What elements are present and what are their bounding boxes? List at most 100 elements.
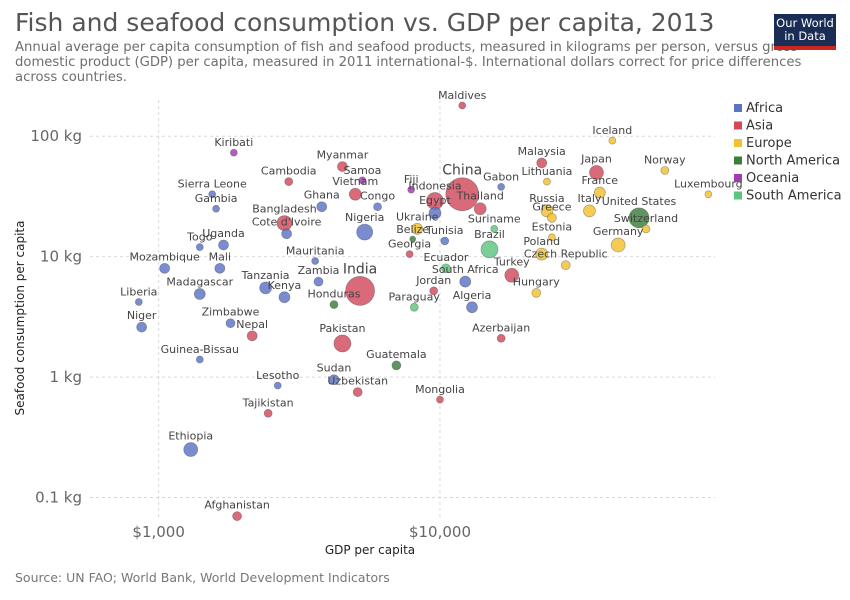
data-point[interactable]: Greece xyxy=(547,213,557,223)
data-point[interactable]: Myanmar xyxy=(337,161,348,172)
data-point[interactable]: Tajikistan xyxy=(263,408,273,418)
data-point[interactable]: Nepal xyxy=(246,330,258,342)
data-point[interactable]: Germany xyxy=(610,237,626,253)
data-point[interactable]: Cote d'Ivoire xyxy=(281,228,292,240)
point-label: Tajikistan xyxy=(242,396,294,409)
data-point[interactable]: Algeria xyxy=(466,301,478,314)
data-point[interactable]: Ethiopia xyxy=(183,442,199,457)
data-point[interactable]: Luxembourg xyxy=(704,190,713,199)
legend-label[interactable]: South America xyxy=(746,189,842,204)
data-point[interactable]: Honduras xyxy=(329,300,339,309)
data-point[interactable]: Uganda xyxy=(218,239,229,251)
data-point[interactable]: Madagascar xyxy=(193,288,206,300)
point-label: Luxembourg xyxy=(674,178,743,191)
data-point[interactable]: Pakistan xyxy=(333,334,352,353)
data-point[interactable]: France xyxy=(593,186,606,199)
legend-swatch[interactable] xyxy=(734,139,742,147)
data-point[interactable]: Maldives xyxy=(458,101,467,110)
data-point[interactable]: Zimbabwe xyxy=(225,318,236,329)
data-point[interactable]: South Africa xyxy=(459,275,472,288)
data-point[interactable]: Italy xyxy=(583,204,596,218)
data-point[interactable]: Gabon xyxy=(497,182,505,191)
data-point[interactable]: Tanzania xyxy=(259,281,272,295)
legend-swatch[interactable] xyxy=(734,104,742,112)
y-tick-label: 0.1 kg xyxy=(35,488,82,506)
data-point[interactable]: Mozambique xyxy=(159,262,170,274)
legend-label[interactable]: Africa xyxy=(746,101,783,116)
legend-swatch[interactable] xyxy=(734,156,742,165)
data-point[interactable]: Sierra Leone xyxy=(208,190,217,199)
point-label: Germany xyxy=(593,225,644,238)
data-point[interactable]: Niger xyxy=(136,321,148,333)
data-point[interactable]: Guatemala xyxy=(391,360,402,371)
point-label: Tunisia xyxy=(425,224,464,237)
data-point[interactable]: Togo xyxy=(195,243,204,251)
data-point[interactable]: Lithuania xyxy=(543,177,551,186)
data-point[interactable]: India xyxy=(345,276,375,306)
data-point[interactable]: Ukraine xyxy=(411,223,424,235)
data-point[interactable]: Brazil xyxy=(480,240,499,259)
data-point[interactable]: Fiji xyxy=(407,185,416,194)
legend-label[interactable]: Asia xyxy=(746,119,773,134)
data-point[interactable]: Georgia xyxy=(405,250,414,258)
data-point[interactable]: Congo xyxy=(373,202,382,212)
data-point[interactable]: Lesotho xyxy=(273,381,282,390)
data-point[interactable]: Kiribati xyxy=(229,148,238,157)
data-point[interactable]: Azerbaijan xyxy=(496,333,506,343)
data-point[interactable]: Gambia xyxy=(212,204,220,213)
data-point[interactable]: Afghanistan xyxy=(232,511,242,521)
data-point[interactable]: Kenya xyxy=(278,291,291,304)
point-label: Japan xyxy=(580,152,612,165)
data-point[interactable]: Belize xyxy=(409,235,417,243)
data-point[interactable]: Norway xyxy=(660,166,670,175)
data-point[interactable]: Samoa xyxy=(358,176,367,185)
data-point[interactable]: Switzerland xyxy=(641,224,651,234)
data-point[interactable]: Turkey xyxy=(504,267,520,283)
data-point[interactable]: Mauritania xyxy=(311,257,320,265)
data-point[interactable]: Malaysia xyxy=(536,157,548,169)
data-point[interactable]: Egypt xyxy=(428,206,442,220)
data-point[interactable]: Hungary xyxy=(531,288,542,298)
owid-logo[interactable]: Our World in Data xyxy=(774,14,836,50)
data-point[interactable]: Estonia xyxy=(548,233,556,242)
data-point[interactable]: Ecuador xyxy=(441,263,451,274)
data-point[interactable]: Jordan xyxy=(429,286,439,296)
data-point[interactable]: Liberia xyxy=(134,298,143,306)
data-point[interactable]: Tunisia xyxy=(440,236,450,246)
data-point[interactable]: Nigeria xyxy=(356,223,374,241)
data-point[interactable]: Mongolia xyxy=(436,395,444,404)
point-label: Czech Republic xyxy=(524,248,608,261)
point-label: Madagascar xyxy=(166,275,233,288)
data-point[interactable]: Czech Republic xyxy=(560,260,571,271)
data-point[interactable]: Poland xyxy=(535,247,549,261)
data-point[interactable]: Thailand xyxy=(473,202,487,216)
legend-swatch[interactable] xyxy=(734,174,742,182)
data-point[interactable]: Suriname xyxy=(490,225,499,233)
logo-accent-bar xyxy=(774,46,836,50)
point-label: Turkey xyxy=(493,255,530,268)
point-label: Ecuador xyxy=(423,251,468,264)
legend-label[interactable]: North America xyxy=(746,154,840,169)
y-tick-label: 1 kg xyxy=(49,368,82,386)
point-label: China xyxy=(442,163,482,179)
data-point[interactable]: Zambia xyxy=(313,276,324,287)
data-point[interactable]: China xyxy=(445,177,480,212)
legend-swatch[interactable] xyxy=(734,191,742,200)
legend-swatch[interactable] xyxy=(734,121,742,130)
data-point[interactable]: Uzbekistan xyxy=(352,387,363,397)
data-point[interactable]: Guinea-Bissau xyxy=(195,355,204,364)
data-point[interactable]: Mali xyxy=(214,262,226,274)
data-point[interactable]: Paraguay xyxy=(409,302,419,312)
data-point[interactable]: Ghana xyxy=(316,201,328,213)
data-point[interactable]: Japan xyxy=(589,165,604,180)
data-point[interactable]: Vietnam xyxy=(348,187,362,201)
legend-label[interactable]: Europe xyxy=(746,136,792,151)
legend-label[interactable]: Oceania xyxy=(746,171,799,186)
x-axis-label: GDP per capita xyxy=(325,543,415,557)
data-point[interactable]: Iceland xyxy=(608,136,617,145)
data-point[interactable]: Sudan xyxy=(328,374,340,386)
point-label: Iceland xyxy=(592,124,632,137)
data-point[interactable]: Cambodia xyxy=(284,177,294,186)
data-point[interactable]: United States xyxy=(628,207,650,229)
